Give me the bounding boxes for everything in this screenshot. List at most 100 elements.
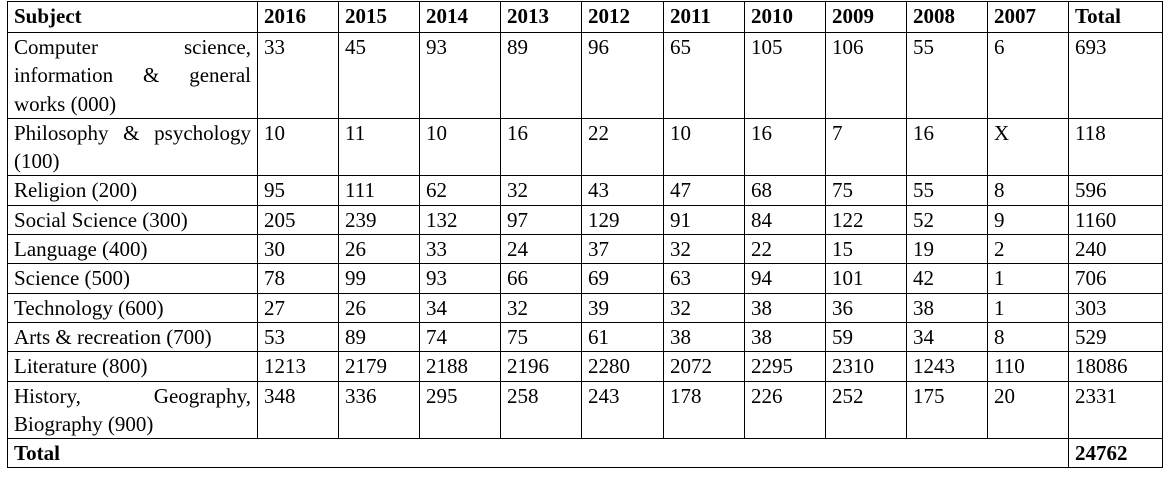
header-cell: Total (1068, 1, 1163, 33)
value-cell: 175 (906, 380, 988, 440)
value-cell: 240 (1068, 234, 1163, 265)
value-cell: 66 (500, 263, 582, 294)
table-row: Religion (200) 95 111 62 32 43 47 68 75 55 8 596 (7, 175, 1163, 206)
total-row: Total 24762 (7, 438, 1163, 469)
value-cell: 205 (257, 204, 339, 236)
value-cell: 1 (987, 263, 1069, 294)
value-cell: 11 (338, 117, 420, 177)
value-cell: 30 (257, 234, 339, 265)
value-cell: 22 (581, 117, 664, 177)
value-cell: 75 (500, 321, 582, 353)
value-cell: 99 (338, 263, 420, 294)
value-cell: 118 (1068, 117, 1163, 177)
value-cell: 97 (500, 204, 582, 236)
value-cell: 15 (825, 234, 907, 265)
subject-cell: Arts & recreation (700) (7, 321, 258, 353)
value-cell: 38 (744, 292, 826, 323)
value-cell: 8 (987, 321, 1069, 353)
value-cell: 243 (581, 380, 664, 440)
value-cell: 1213 (257, 351, 339, 382)
value-cell: 26 (338, 234, 420, 265)
value-cell: 178 (663, 380, 745, 440)
value-cell: 53 (257, 321, 339, 353)
value-cell: 68 (744, 175, 826, 206)
value-cell: 20 (987, 380, 1069, 440)
value-cell: 239 (338, 204, 420, 236)
value-cell: 1 (987, 292, 1069, 323)
value-cell: 89 (338, 321, 420, 353)
value-cell: 105 (744, 32, 826, 119)
value-cell: 32 (500, 175, 582, 206)
header-row: Subject 2016 2015 2014 2013 2012 2011 2010 2009 2… (7, 1, 1163, 33)
value-cell: 33 (419, 234, 501, 265)
value-cell: 19 (906, 234, 988, 265)
subject-cell: Technology (600) (7, 292, 258, 323)
value-cell: 2295 (744, 351, 826, 382)
value-cell: 75 (825, 175, 907, 206)
value-cell: 2310 (825, 351, 907, 382)
value-cell: 63 (663, 263, 745, 294)
header-cell: 2011 (663, 1, 745, 33)
value-cell: 8 (987, 175, 1069, 206)
value-cell: 596 (1068, 175, 1163, 206)
table-row: Technology (600) 27 26 34 32 39 32 38 36 38 1 303 (7, 292, 1163, 323)
value-cell: 122 (825, 204, 907, 236)
value-cell: 38 (744, 321, 826, 353)
header-cell: 2015 (338, 1, 420, 33)
value-cell: 24 (500, 234, 582, 265)
value-cell: 336 (338, 380, 420, 440)
value-cell: 295 (419, 380, 501, 440)
value-cell: 10 (419, 117, 501, 177)
value-cell: 32 (663, 292, 745, 323)
value-cell: 16 (744, 117, 826, 177)
total-value: 24762 (1068, 438, 1163, 469)
value-cell: 61 (581, 321, 664, 353)
value-cell: 129 (581, 204, 664, 236)
table-row: Science (500) 78 99 93 66 69 63 94 101 42 1 706 (7, 263, 1163, 294)
header-cell: Subject (7, 1, 258, 33)
value-cell: 132 (419, 204, 501, 236)
value-cell: 84 (744, 204, 826, 236)
value-cell: 258 (500, 380, 582, 440)
subject-cell: History, Geography, Biography (900) (7, 380, 258, 440)
value-cell: 89 (500, 32, 582, 119)
value-cell: 2280 (581, 351, 664, 382)
value-cell: 34 (419, 292, 501, 323)
value-cell: 96 (581, 32, 664, 119)
value-cell: 33 (257, 32, 339, 119)
value-cell: 32 (500, 292, 582, 323)
header-cell: 2010 (744, 1, 826, 33)
value-cell: 348 (257, 380, 339, 440)
value-cell: 106 (825, 32, 907, 119)
value-cell: 36 (825, 292, 907, 323)
value-cell: 47 (663, 175, 745, 206)
value-cell: 55 (906, 175, 988, 206)
value-cell: 7 (825, 117, 907, 177)
value-cell: 37 (581, 234, 664, 265)
table-row: Language (400) 30 26 33 24 37 32 22 15 19 2 240 (7, 234, 1163, 265)
value-cell: 78 (257, 263, 339, 294)
value-cell: 2 (987, 234, 1069, 265)
value-cell: 2196 (500, 351, 582, 382)
value-cell: 101 (825, 263, 907, 294)
subject-cell: Language (400) (7, 234, 258, 265)
value-cell: 226 (744, 380, 826, 440)
value-cell: 45 (338, 32, 420, 119)
value-cell: 706 (1068, 263, 1163, 294)
value-cell: 34 (906, 321, 988, 353)
value-cell: 693 (1068, 32, 1163, 119)
value-cell: 32 (663, 234, 745, 265)
data-table: Subject 2016 2015 2014 2013 2012 2011 2010 2009 2… (7, 1, 1163, 469)
header-cell: 2013 (500, 1, 582, 33)
subject-cell: Philosophy & psychology (100) (7, 117, 258, 177)
value-cell: 74 (419, 321, 501, 353)
value-cell: X (987, 117, 1069, 177)
value-cell: 2331 (1068, 380, 1163, 440)
header-cell: 2016 (257, 1, 339, 33)
value-cell: 93 (419, 32, 501, 119)
table-row: Arts & recreation (700) 53 89 74 75 61 38 38 59 3… (7, 321, 1163, 353)
table-body: Computer science, information & general … (7, 32, 1163, 469)
value-cell: 55 (906, 32, 988, 119)
value-cell: 27 (257, 292, 339, 323)
